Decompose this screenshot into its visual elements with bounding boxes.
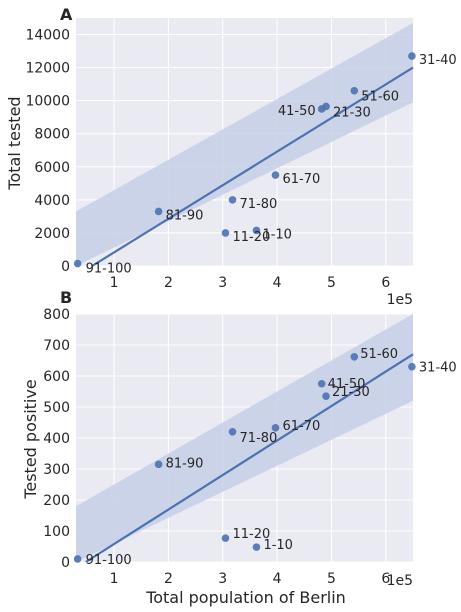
data-label: 31-40 [419, 361, 457, 376]
data-point [252, 226, 261, 235]
data-point [271, 171, 280, 179]
data-point [228, 196, 237, 204]
y-tick-label: 12000 [25, 61, 70, 77]
points [73, 52, 416, 268]
data-label: 61-70 [282, 172, 320, 187]
x-tick-label: 1 [110, 571, 119, 587]
y-tick-label: 4000 [34, 193, 70, 209]
x-tick-label: 4 [273, 571, 282, 587]
data-label: 21-30 [333, 105, 371, 120]
data-label: 41-50 [328, 377, 366, 392]
data-point [73, 259, 82, 268]
data-label: 1-10 [263, 538, 293, 553]
y-tick-labels: 0 2000 4000 6000 8000 10000 12000 14000 [25, 28, 70, 275]
x-axis-label: Total population of Berlin [145, 588, 346, 607]
data-label: 31-40 [419, 53, 457, 68]
data-label: 41-50 [278, 104, 316, 119]
data-label: 71-80 [240, 197, 278, 212]
y-tick-label: 600 [43, 369, 70, 385]
data-label: 91-100 [86, 262, 132, 277]
panel-b: B 91-100 81-90 71-80 11-201-10 61-70 41-5021-… [21, 288, 457, 607]
x-offset-label: 1e5 [387, 573, 413, 589]
data-label: 11-20 [232, 527, 270, 542]
y-tick-label: 400 [43, 431, 70, 447]
y-axis-label: Tested positive [21, 379, 40, 499]
panel-label: A [60, 5, 73, 24]
x-offset-label: 1e5 [387, 292, 413, 308]
data-point [350, 86, 359, 95]
data-point [317, 379, 326, 388]
y-tick-label: 10000 [25, 94, 70, 110]
data-label: 51-60 [361, 90, 399, 105]
data-label: 1-10 [262, 227, 292, 242]
data-point [271, 423, 280, 432]
data-label: 81-90 [166, 208, 204, 223]
y-tick-label: 700 [43, 338, 70, 354]
x-tick-label: 5 [327, 275, 336, 291]
x-tick-label: 2 [164, 275, 173, 291]
point-labels: 91-100 81-90 71-80 11-201-10 61-70 41-5021-30… [86, 347, 457, 568]
confidence-band [76, 314, 413, 562]
y-tick-label: 800 [43, 307, 70, 323]
y-axis-label: Total tested [5, 96, 24, 190]
y-tick-label: 2000 [34, 226, 70, 242]
panel-label: B [60, 288, 72, 307]
x-tick-label: 6 [381, 275, 390, 291]
data-label: 71-80 [240, 431, 278, 446]
y-tick-label: 0 [61, 555, 70, 571]
data-label: 51-60 [360, 347, 398, 362]
y-tick-label: 500 [43, 400, 70, 416]
data-point [73, 555, 82, 563]
x-tick-label: 1 [110, 275, 119, 291]
x-tick-label: 5 [327, 571, 336, 587]
regression-line [91, 66, 414, 267]
data-point [322, 392, 330, 400]
data-point [228, 428, 237, 436]
y-tick-label: 100 [43, 524, 70, 540]
data-label: 61-70 [282, 419, 320, 434]
y-tick-label: 200 [43, 493, 70, 509]
data-point [221, 534, 230, 542]
data-label: 81-90 [166, 456, 204, 471]
data-label: 91-100 [86, 553, 132, 568]
regression-line [85, 353, 414, 563]
x-tick-label: 2 [164, 571, 173, 587]
x-tick-label: 3 [218, 275, 227, 291]
point-labels: 91-100 81-90 71-80 11-201-10 61-70 41-50 21-30… [86, 53, 457, 276]
x-tick-label: 6 [381, 571, 390, 587]
points [73, 352, 416, 563]
data-point [154, 207, 163, 216]
data-label: 11-20 [232, 230, 270, 245]
data-point [322, 102, 330, 111]
x-tick-label: 3 [218, 571, 227, 587]
y-tick-label: 6000 [34, 160, 70, 176]
y-tick-label: 0 [61, 259, 70, 275]
data-point [221, 229, 230, 237]
data-point [154, 460, 163, 469]
data-point [408, 362, 416, 371]
data-label: 21-30 [332, 385, 370, 400]
confidence-band [76, 22, 413, 267]
data-point [252, 543, 261, 551]
y-tick-label: 14000 [25, 28, 70, 44]
panel-a: A 91-100 81-90 71-80 11-201-10 61-70 41-50 21-… [5, 5, 457, 308]
data-point [408, 52, 416, 60]
y-tick-labels: 0 100 200 300 400 500 600 700 800 [43, 307, 70, 571]
y-tick-label: 8000 [34, 127, 70, 143]
data-point [350, 352, 359, 361]
y-tick-label: 300 [43, 462, 70, 478]
x-tick-label: 4 [273, 275, 282, 291]
x-tick-labels: 1 2 3 4 5 6 [110, 571, 391, 587]
x-tick-labels: 1 2 3 4 5 6 [110, 275, 391, 291]
